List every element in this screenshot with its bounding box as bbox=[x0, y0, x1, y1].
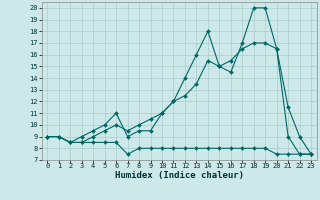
X-axis label: Humidex (Indice chaleur): Humidex (Indice chaleur) bbox=[115, 171, 244, 180]
